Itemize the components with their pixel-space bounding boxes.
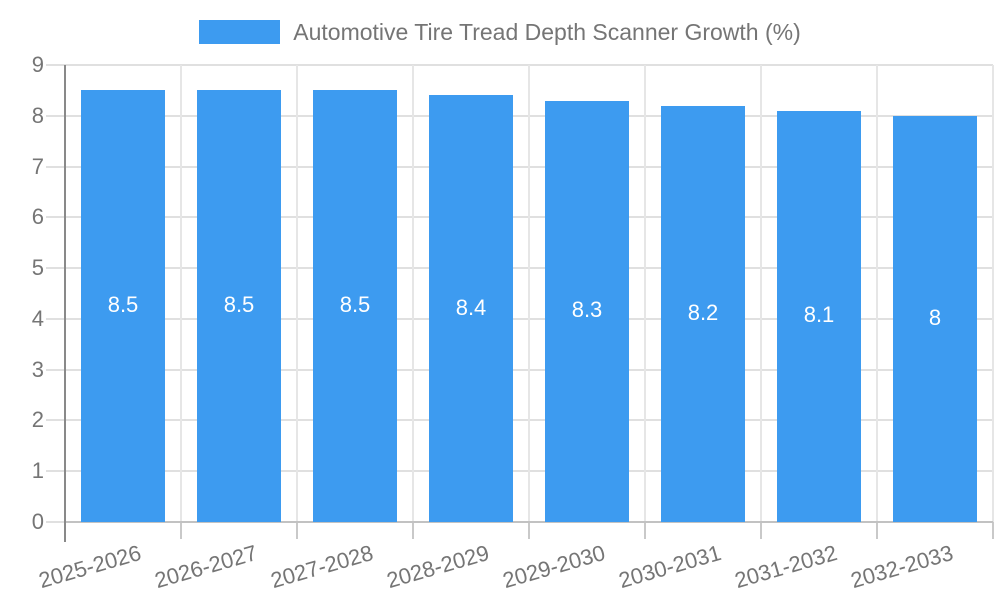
x-gridline	[760, 65, 762, 522]
x-gridline	[412, 65, 414, 522]
y-tick-mark	[46, 521, 65, 523]
bar[interactable]	[429, 95, 513, 522]
bar[interactable]	[197, 90, 281, 522]
y-tick-mark	[46, 216, 65, 219]
x-gridline	[180, 65, 182, 522]
y-axis-tick-label: 5	[31, 255, 44, 281]
bar-value-label: 8.5	[107, 292, 139, 318]
y-axis-tick-label: 1	[31, 458, 44, 484]
chart-title: Automotive Tire Tread Depth Scanner Grow…	[293, 19, 801, 45]
y-axis-tick-label: 7	[31, 153, 44, 179]
y-axis-tick-label: 4	[31, 305, 44, 331]
legend-swatch	[199, 20, 281, 44]
y-axis-tick-label: 3	[31, 356, 44, 382]
y-axis-tick-label: 9	[31, 52, 44, 77]
bar-value-label: 8.2	[687, 299, 719, 325]
x-gridline	[296, 65, 298, 522]
bar[interactable]	[777, 110, 861, 522]
bar[interactable]	[313, 90, 397, 522]
x-tick-mark	[180, 522, 182, 539]
x-tick-mark	[644, 522, 646, 539]
chart-legend: Automotive Tire Tread Depth Scanner Grow…	[0, 18, 1000, 46]
y-axis-tick-label: 2	[31, 407, 44, 433]
y-tick-mark	[46, 470, 65, 473]
x-tick-mark	[412, 522, 414, 539]
y-tick-mark	[46, 317, 65, 320]
y-axis-tick-label: 8	[31, 102, 44, 128]
y-axis-tick-label: 0	[31, 509, 44, 534]
y-axis-tick-label: 6	[31, 204, 44, 230]
x-gridline	[876, 65, 878, 522]
bar-value-label: 8.3	[571, 297, 603, 323]
y-tick-mark	[46, 368, 65, 371]
x-tick-mark	[296, 522, 298, 539]
bar-value-label: 8.5	[339, 292, 371, 318]
bar-value-label: 8.5	[223, 292, 255, 318]
bar-value-label: 8.1	[803, 302, 835, 328]
x-tick-mark	[760, 522, 762, 539]
y-tick-mark	[46, 114, 65, 117]
y-tick-mark	[46, 419, 65, 422]
y-tick-mark	[46, 165, 65, 168]
x-tick-mark	[992, 522, 994, 539]
y-tick-mark	[46, 64, 65, 66]
bar[interactable]	[893, 115, 977, 522]
x-axis-line	[65, 521, 993, 523]
x-tick-mark	[528, 522, 530, 539]
bar-value-label: 8	[928, 304, 942, 330]
x-gridline	[528, 65, 530, 522]
y-tick-mark	[46, 267, 65, 270]
x-gridline	[644, 65, 646, 522]
y-axis-line	[64, 65, 66, 542]
x-tick-mark	[876, 522, 878, 539]
bar-value-label: 8.4	[455, 294, 487, 320]
bar[interactable]	[81, 90, 165, 522]
bar[interactable]	[545, 100, 629, 522]
bar[interactable]	[661, 105, 745, 522]
x-gridline	[992, 65, 994, 522]
